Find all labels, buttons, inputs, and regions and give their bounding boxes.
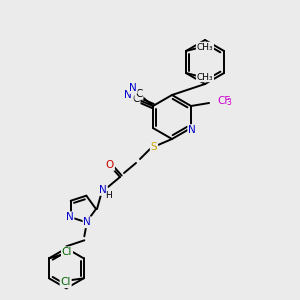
Text: O: O (106, 160, 114, 170)
Text: N: N (99, 185, 107, 195)
Text: CH₃: CH₃ (196, 73, 213, 82)
Text: 3: 3 (226, 98, 231, 107)
Text: C: C (135, 89, 142, 99)
Text: Cl: Cl (61, 277, 71, 287)
Text: H: H (106, 190, 112, 200)
Text: CF: CF (217, 96, 230, 106)
Text: N: N (83, 217, 91, 227)
Text: N: N (129, 83, 137, 93)
Text: N: N (66, 212, 74, 222)
Text: N: N (124, 90, 132, 100)
Text: CH₃: CH₃ (196, 43, 213, 52)
Text: S: S (151, 142, 157, 152)
Text: N: N (188, 125, 196, 135)
Text: Cl: Cl (62, 247, 72, 257)
Text: C: C (132, 94, 140, 104)
